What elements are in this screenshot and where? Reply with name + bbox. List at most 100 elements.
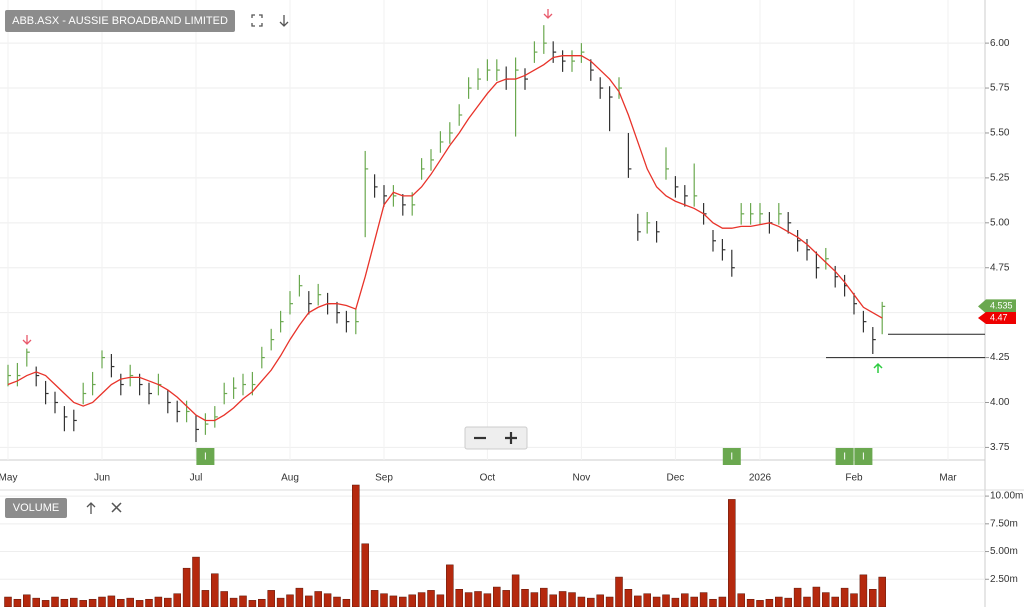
volume-bar xyxy=(878,576,886,607)
volume-bar xyxy=(154,596,163,607)
price-tag xyxy=(978,299,1016,314)
volume-bar xyxy=(869,589,877,607)
y-tick-label: 5.00 xyxy=(990,217,1010,228)
volume-bar xyxy=(746,598,755,607)
volume-bar xyxy=(295,587,304,607)
x-tick-label: Feb xyxy=(845,473,863,484)
x-tick-label: Aug xyxy=(281,473,299,484)
event-marker xyxy=(722,448,741,465)
y-tick-label: 10.00m xyxy=(990,491,1023,502)
volume-bar xyxy=(88,598,97,607)
y-tick-label: 4.25 xyxy=(990,352,1010,363)
moving-average-line xyxy=(7,55,883,422)
volume-bar xyxy=(380,593,388,607)
volume-bar xyxy=(511,574,520,607)
volume-bar xyxy=(521,589,529,607)
volume-bar xyxy=(822,592,830,607)
volume-bar xyxy=(831,596,839,607)
x-tick-label: Jul xyxy=(190,473,203,484)
volume-bar xyxy=(756,600,764,607)
volume-bar xyxy=(784,597,792,607)
volume-bar xyxy=(690,596,698,607)
x-tick-label: Oct xyxy=(480,473,496,484)
volume-bar xyxy=(427,590,435,607)
event-label: I xyxy=(204,452,207,463)
volume-bar xyxy=(568,592,576,607)
trough-arrow xyxy=(873,362,883,373)
x-tick-label: Sep xyxy=(375,473,393,484)
x-tick-label: Mar xyxy=(939,473,957,484)
volume-bar xyxy=(605,596,614,607)
volume-bar xyxy=(530,592,539,607)
volume-bar xyxy=(51,596,59,607)
volume-bar xyxy=(258,598,266,607)
volume-bar xyxy=(615,576,623,607)
volume-bar xyxy=(13,598,22,607)
y-tick-label: 7.50m xyxy=(990,518,1018,529)
volume-bar xyxy=(41,600,50,607)
volume-bar xyxy=(79,600,87,607)
y-tick-label: 5.25 xyxy=(990,173,1010,184)
volume-bar xyxy=(173,593,181,607)
volume-bar xyxy=(699,592,708,607)
marks xyxy=(4,25,985,607)
title-button[interactable] xyxy=(5,10,235,32)
volume-bar xyxy=(239,595,247,607)
volume-bar xyxy=(643,593,651,607)
volume-bar xyxy=(718,596,727,607)
volume-bar xyxy=(276,597,285,607)
y-tick-label: 5.75 xyxy=(990,83,1010,94)
volume-bar xyxy=(840,587,849,607)
volume-bar xyxy=(220,591,228,607)
volume-bar xyxy=(558,591,567,607)
volume-bar xyxy=(370,590,379,607)
volume-label: VOLUME xyxy=(13,502,59,514)
volume-bar xyxy=(342,598,351,607)
volume-bar xyxy=(850,593,858,607)
event-label: I xyxy=(862,452,865,463)
y-tick-label: 2.50m xyxy=(990,574,1018,585)
volume-bar xyxy=(32,597,40,607)
event-label: I xyxy=(730,452,733,463)
volume-bar xyxy=(737,593,745,607)
volume-bar xyxy=(587,597,595,607)
volume-bar xyxy=(23,594,31,607)
volume-bar xyxy=(577,596,586,607)
x-tick-label: Dec xyxy=(667,473,685,484)
volume-bar xyxy=(709,598,717,607)
volume-bar xyxy=(624,589,633,607)
volume-bar xyxy=(4,596,12,607)
volume-bar xyxy=(417,592,426,607)
x-tick-label: Nov xyxy=(573,473,591,484)
volume-bar xyxy=(803,596,811,607)
event-marker xyxy=(835,448,854,465)
y-tick-label: 5.50 xyxy=(990,128,1010,139)
move-up-icon[interactable] xyxy=(86,502,96,514)
volume-bar xyxy=(728,499,736,607)
volume-bar xyxy=(229,597,238,607)
volume-bar xyxy=(389,595,398,607)
fullscreen-icon[interactable] xyxy=(251,14,263,27)
ma-tag-label: 4.47 xyxy=(990,312,1008,322)
y-tick-label: 4.00 xyxy=(990,397,1010,408)
volume-bar xyxy=(483,593,492,607)
volume-bar xyxy=(765,598,774,607)
volume-bar xyxy=(634,595,642,607)
volume-bar xyxy=(502,590,510,607)
volume-bar xyxy=(267,590,275,607)
volume-bar xyxy=(164,597,172,607)
volume-button[interactable] xyxy=(5,498,67,518)
download-icon[interactable] xyxy=(279,15,289,27)
volume-bar xyxy=(60,598,69,607)
close-icon[interactable] xyxy=(111,502,122,513)
volume-bar xyxy=(107,595,116,607)
volume-bar xyxy=(408,594,416,607)
volume-bar xyxy=(812,586,821,607)
volume-bar xyxy=(361,543,369,607)
volume-bar xyxy=(446,564,454,607)
volume-bar xyxy=(464,592,473,607)
volume-bar xyxy=(671,597,680,607)
volume-bar xyxy=(474,591,482,607)
zoom-in[interactable] xyxy=(505,432,517,444)
